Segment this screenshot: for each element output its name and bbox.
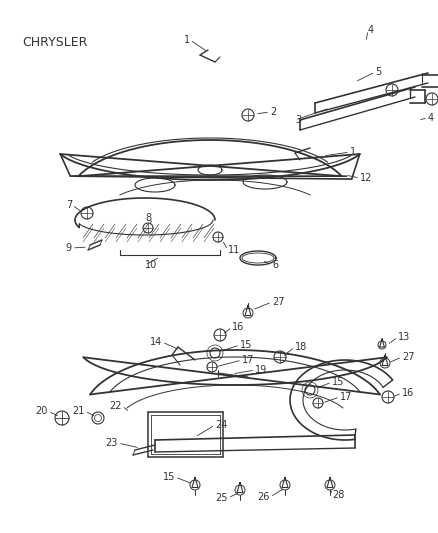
Text: 23: 23: [106, 438, 118, 448]
Text: 15: 15: [162, 472, 175, 482]
Text: 18: 18: [295, 342, 307, 352]
Text: 26: 26: [258, 492, 270, 502]
Text: 16: 16: [232, 322, 244, 332]
Text: 20: 20: [35, 406, 48, 416]
Text: 13: 13: [398, 332, 410, 342]
Text: 19: 19: [255, 365, 267, 375]
Text: 1: 1: [184, 35, 190, 45]
Text: 15: 15: [332, 377, 344, 387]
Text: 4: 4: [368, 25, 374, 35]
Text: 4: 4: [428, 113, 434, 123]
Text: 21: 21: [73, 406, 85, 416]
Text: 5: 5: [375, 67, 381, 77]
Text: 10: 10: [145, 260, 157, 270]
Text: 2: 2: [270, 107, 276, 117]
Text: 9: 9: [66, 243, 72, 253]
Text: 6: 6: [272, 260, 278, 270]
Text: 25: 25: [215, 493, 228, 503]
Text: 16: 16: [402, 388, 414, 398]
Text: 15: 15: [240, 340, 252, 350]
Text: 22: 22: [110, 401, 122, 411]
Text: 12: 12: [360, 173, 372, 183]
Text: 11: 11: [228, 245, 240, 255]
Text: 27: 27: [402, 352, 414, 362]
Text: 7: 7: [66, 200, 72, 210]
Text: 17: 17: [242, 355, 254, 365]
Text: 27: 27: [272, 297, 285, 307]
Text: 14: 14: [150, 337, 162, 347]
Text: 1: 1: [350, 147, 356, 157]
Text: 8: 8: [146, 213, 152, 223]
Text: 3: 3: [295, 115, 301, 125]
Text: 24: 24: [215, 420, 227, 430]
Text: 17: 17: [340, 392, 353, 402]
Text: 28: 28: [332, 490, 344, 500]
Text: CHRYSLER: CHRYSLER: [22, 36, 87, 49]
